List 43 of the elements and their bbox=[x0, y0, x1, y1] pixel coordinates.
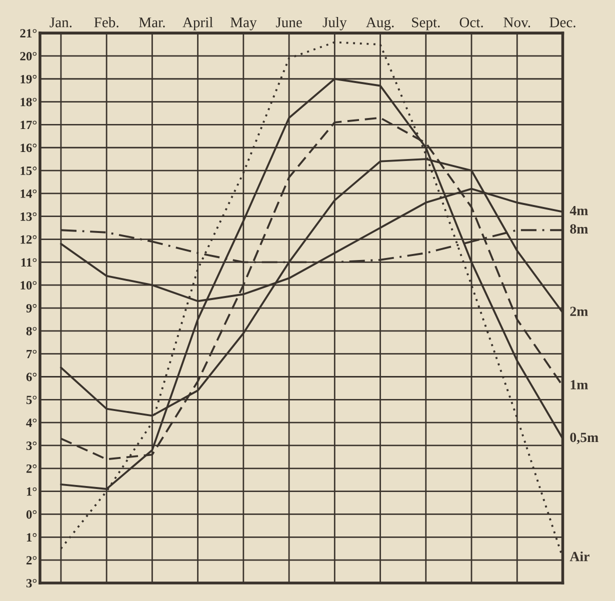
y-tick-label: 21° bbox=[20, 29, 37, 38]
x-tick-label: Aug. bbox=[366, 18, 394, 30]
y-tick-label: 4° bbox=[26, 418, 37, 427]
series-label: Air bbox=[570, 551, 590, 562]
x-tick-label: Oct. bbox=[460, 18, 483, 28]
y-tick-label: 12° bbox=[20, 235, 37, 244]
y-tick-label: 8° bbox=[26, 326, 37, 336]
y-tick-label: 0° bbox=[26, 510, 37, 519]
x-tick-label: May bbox=[230, 18, 257, 30]
x-tick-label: Sept. bbox=[412, 18, 440, 30]
y-tick-label: 2° bbox=[26, 464, 37, 473]
x-tick-label: April bbox=[182, 17, 213, 30]
x-tick-label: July bbox=[322, 17, 347, 30]
y-tick-label: 15° bbox=[20, 166, 37, 175]
y-tick-label: 10° bbox=[20, 281, 37, 290]
y-tick-label: 2° bbox=[26, 556, 37, 564]
y-tick-label: 3° bbox=[26, 442, 37, 450]
y-tick-label: 17° bbox=[20, 120, 37, 130]
y-tick-label: 1° bbox=[26, 487, 37, 496]
y-tick-label: 5° bbox=[26, 396, 37, 404]
y-tick-label: 9° bbox=[26, 304, 37, 312]
y-tick-label: 13° bbox=[20, 212, 37, 221]
y-tick-label: 20° bbox=[20, 52, 37, 60]
y-tick-label: 3° bbox=[26, 578, 37, 588]
y-tick-label: 16° bbox=[20, 144, 37, 152]
series-label: 4m bbox=[570, 206, 588, 216]
series-label: 8m bbox=[570, 224, 588, 234]
y-tick-label: 11° bbox=[21, 258, 37, 267]
x-tick-label: June bbox=[276, 18, 302, 28]
series-label: 0,5m bbox=[570, 432, 598, 444]
series-label: 1m bbox=[570, 380, 588, 390]
x-tick-label: Nov. bbox=[504, 18, 530, 28]
x-tick-label: Dec. bbox=[550, 18, 576, 28]
y-tick-label: 6° bbox=[26, 372, 37, 382]
y-tick-label: 19° bbox=[20, 74, 37, 84]
x-tick-label: Feb. bbox=[94, 17, 118, 28]
series-label: 2m bbox=[570, 306, 588, 316]
y-tick-label: 14° bbox=[20, 189, 37, 198]
x-tick-label: Jan. bbox=[50, 18, 72, 28]
y-tick-label: 18° bbox=[20, 98, 37, 106]
y-tick-label: 7° bbox=[26, 350, 37, 358]
y-tick-label: 1° bbox=[26, 533, 37, 542]
x-tick-label: Mar. bbox=[139, 18, 165, 28]
